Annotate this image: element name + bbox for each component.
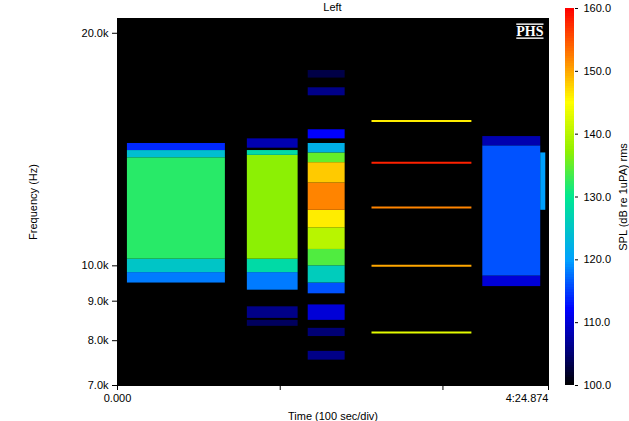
svg-text:10.0k: 10.0k [82,259,109,271]
svg-text:160.0: 160.0 [584,2,612,14]
svg-text:4:24.874: 4:24.874 [506,392,549,404]
svg-text:100.0: 100.0 [584,379,612,391]
svg-text:110.0: 110.0 [584,316,611,328]
svg-text:7.0k: 7.0k [88,379,109,391]
svg-text:140.0: 140.0 [584,128,612,140]
svg-text:130.0: 130.0 [584,191,612,203]
svg-text:0.000: 0.000 [104,392,132,404]
svg-text:SPL (dB re 1uPA) rms: SPL (dB re 1uPA) rms [617,143,629,251]
svg-text:8.0k: 8.0k [88,334,109,346]
svg-text:150.0: 150.0 [584,65,612,77]
html-text:Left: Left [323,1,342,13]
svg-text:20.0k: 20.0k [82,27,109,39]
svg-text:Time (100 sec/div): Time (100 sec/div) [288,410,378,421]
svg-text:PHS: PHS [516,24,543,39]
svg-text:Frequency (Hz): Frequency (Hz) [27,164,39,240]
svg-text:9.0k: 9.0k [88,295,109,307]
svg-text:120.0: 120.0 [584,253,612,265]
